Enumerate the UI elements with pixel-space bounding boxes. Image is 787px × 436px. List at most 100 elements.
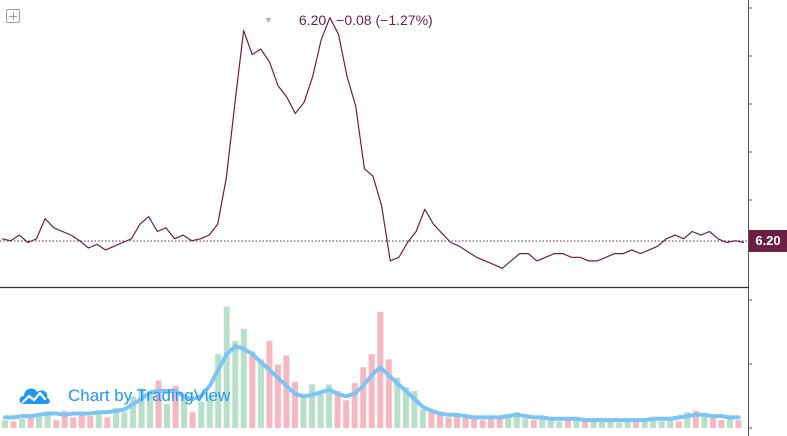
volume-bar bbox=[505, 417, 512, 428]
volume-bar bbox=[556, 421, 563, 428]
volume-bar bbox=[650, 418, 657, 428]
expand-icon[interactable] bbox=[6, 9, 20, 23]
volume-bar bbox=[488, 416, 495, 428]
volume-bar bbox=[147, 393, 153, 428]
volume-bar bbox=[232, 340, 239, 428]
volume-bar bbox=[351, 383, 358, 428]
volume-bar bbox=[368, 354, 375, 428]
legend-change-pct: (−1.27%) bbox=[375, 12, 433, 28]
volume-bar bbox=[547, 420, 554, 428]
volume-bar bbox=[539, 417, 546, 428]
volume-bar bbox=[121, 412, 128, 428]
volume-bar bbox=[138, 388, 145, 428]
volume-bar bbox=[718, 420, 725, 428]
branding-text: Chart by TradingView bbox=[68, 386, 231, 405]
volume-bar bbox=[334, 391, 341, 428]
volume-bar bbox=[454, 413, 460, 428]
volume-bar bbox=[522, 418, 529, 428]
volume-bar bbox=[257, 359, 264, 428]
volume-bar bbox=[735, 420, 742, 428]
volume-bar bbox=[641, 420, 648, 428]
volume-bar bbox=[701, 414, 708, 428]
volume-bar bbox=[292, 381, 298, 428]
volume-bar bbox=[513, 412, 520, 428]
volume-bar bbox=[240, 329, 247, 428]
volume-bar bbox=[471, 418, 478, 428]
volume-bar bbox=[198, 401, 205, 428]
volume-bar bbox=[10, 421, 17, 428]
volume-bar bbox=[624, 420, 631, 428]
volume-bar bbox=[87, 416, 94, 428]
volume-bar bbox=[266, 340, 273, 428]
volume-bar bbox=[19, 418, 26, 428]
volume-bar bbox=[616, 422, 623, 428]
volume-ma-line bbox=[3, 344, 741, 423]
volume-bar bbox=[317, 392, 324, 428]
volume-bar bbox=[385, 359, 392, 428]
volume-bar bbox=[633, 421, 640, 428]
tradingview-branding[interactable]: Chart by TradingView bbox=[16, 380, 230, 412]
volume-bar bbox=[2, 420, 8, 428]
legend-change: −0.08 bbox=[336, 12, 372, 28]
legend-price: 6.20 bbox=[298, 12, 327, 28]
volume-bar bbox=[53, 420, 60, 428]
price-line bbox=[1, 17, 745, 269]
volume-bar bbox=[599, 420, 605, 428]
volume-bar bbox=[300, 396, 307, 428]
volume-bar bbox=[223, 306, 230, 428]
volume-bar bbox=[70, 417, 77, 428]
volume-bar bbox=[129, 396, 136, 428]
volume-bar bbox=[274, 364, 281, 428]
volume-bar bbox=[726, 418, 733, 428]
volume-bar bbox=[215, 354, 222, 428]
volume-bar bbox=[530, 420, 537, 428]
chevron-down-icon[interactable]: ▼ bbox=[264, 15, 273, 25]
volume-bar bbox=[419, 409, 426, 428]
volume-bar bbox=[27, 416, 34, 428]
volume-bar bbox=[249, 351, 256, 428]
volume-bar bbox=[155, 380, 162, 428]
volume-bar bbox=[394, 377, 401, 428]
volume-bar bbox=[411, 391, 418, 428]
price-axis-ticks bbox=[748, 7, 752, 429]
volume-bar bbox=[164, 404, 170, 428]
volume-bar bbox=[402, 387, 409, 428]
volume-bar bbox=[206, 396, 213, 428]
volume-bar bbox=[112, 408, 119, 428]
volume-bar bbox=[590, 421, 597, 428]
volume-bar bbox=[181, 397, 188, 428]
volume-bar bbox=[479, 420, 486, 428]
legend: ▼ 6.20 −0.08 (−1.27%) bbox=[264, 12, 433, 28]
volume-bar bbox=[573, 418, 580, 428]
volume-bar bbox=[95, 412, 102, 428]
volume-bar bbox=[343, 400, 350, 428]
volume-bar bbox=[675, 421, 682, 428]
volume-bar bbox=[44, 412, 51, 428]
volume-bar bbox=[684, 412, 691, 428]
volume-bar bbox=[283, 355, 290, 428]
volume-bar bbox=[658, 421, 665, 428]
volume-bar bbox=[437, 414, 443, 428]
volume-bar bbox=[445, 417, 452, 428]
volume-bar bbox=[582, 421, 588, 428]
volume-bar bbox=[667, 420, 674, 428]
volume-bar bbox=[360, 367, 367, 428]
volume-bar bbox=[309, 384, 315, 428]
volume-bar bbox=[104, 417, 111, 428]
volume-bar bbox=[496, 418, 503, 428]
volume-bar bbox=[607, 421, 614, 428]
volume-bar bbox=[692, 410, 699, 428]
volume-bar bbox=[189, 412, 196, 428]
volume-bar bbox=[326, 384, 333, 428]
volume-bar bbox=[709, 417, 716, 428]
last-price-label: 6.20 bbox=[749, 230, 787, 252]
volume-bar bbox=[428, 410, 435, 428]
volume-bar bbox=[36, 413, 43, 428]
volume-bar bbox=[462, 417, 469, 428]
volume-bar bbox=[78, 414, 85, 428]
volume-bar bbox=[172, 385, 179, 428]
tradingview-cloud-icon bbox=[19, 388, 50, 404]
volume-bar bbox=[564, 420, 571, 428]
volume-bar bbox=[61, 410, 68, 428]
